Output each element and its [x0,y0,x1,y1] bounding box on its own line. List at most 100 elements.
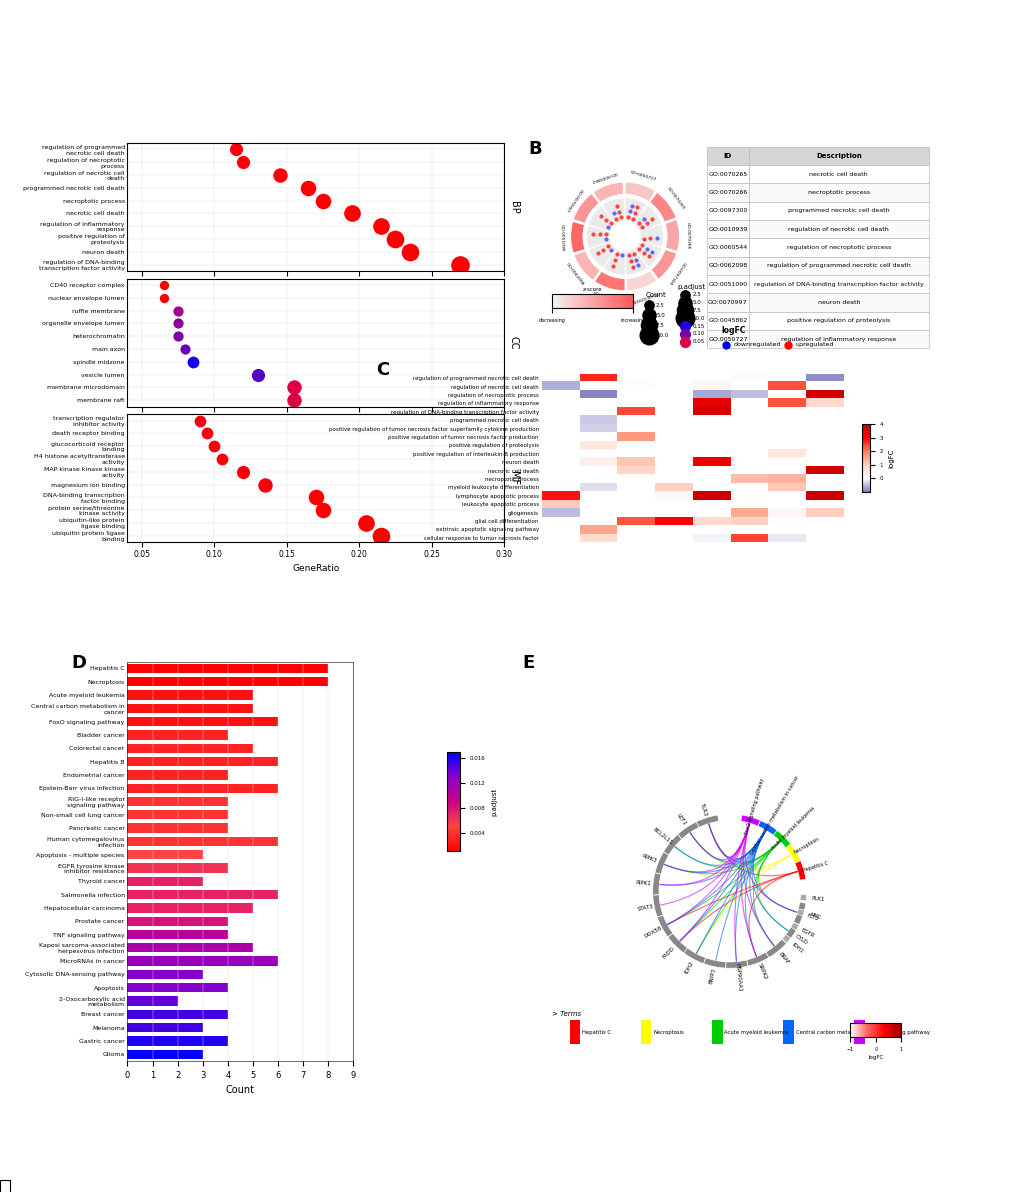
Bar [127,970,203,979]
Point [199,424,215,443]
Point [636,229,652,248]
Text: GO:0010939: GO:0010939 [632,290,658,303]
Text: BCL2L11: BCL2L11 [651,827,673,846]
Text: downregulated: downregulated [733,342,781,347]
Text: FLT3: FLT3 [805,913,818,921]
Text: FoxO signaling pathway: FoxO signaling pathway [866,1030,929,1035]
Point [170,327,186,346]
Point [597,225,613,244]
Text: RIPK3: RIPK3 [641,853,657,864]
Bar [127,1050,203,1058]
Text: Central carbon metabolism in cancer: Central carbon metabolism in cancer [749,774,800,855]
Point [213,449,229,468]
Text: SRPK2: SRPK2 [756,962,767,980]
Wedge shape [664,219,679,252]
Point [881,362,898,381]
Point [648,229,664,248]
Point [602,241,619,260]
Bar [854,1020,864,1044]
Wedge shape [772,831,790,848]
Bar [640,1020,651,1044]
Wedge shape [626,271,656,291]
Text: GO:0070997: GO:0070997 [564,188,582,212]
Point [625,210,641,229]
Text: IDH2: IDH2 [683,961,694,975]
Text: E: E [523,654,535,672]
Bar [127,983,227,993]
Wedge shape [588,242,615,267]
Text: FADD: FADD [661,945,675,960]
Bar [127,703,253,713]
Text: GO:0051090: GO:0051090 [559,224,564,252]
Text: BRAF: BRAF [777,951,790,966]
Point [606,250,623,269]
Point [625,257,641,277]
Wedge shape [790,923,798,931]
Text: D: D [71,654,86,672]
Bar [127,850,203,859]
Wedge shape [588,206,614,231]
Wedge shape [574,250,600,280]
Point [636,243,652,262]
Point [257,474,273,493]
Bar [127,837,278,846]
Text: Hepatitis C: Hepatitis C [582,1030,610,1035]
Bar [127,876,203,886]
Point [372,526,388,545]
Point [602,213,619,232]
Wedge shape [757,820,776,836]
Point [643,243,659,262]
Point [599,236,615,255]
Point [285,391,302,410]
Bar [127,783,278,793]
Bar [127,811,227,819]
Wedge shape [652,873,660,895]
Point [608,197,625,216]
Point [358,514,374,533]
Text: Acute myeloid leukemia: Acute myeloid leukemia [723,1030,788,1035]
Point [285,378,302,397]
Point [604,256,621,275]
Wedge shape [703,957,726,968]
Text: RIPK1: RIPK1 [635,880,651,886]
Point [607,210,624,229]
Point [591,225,607,244]
Bar [569,1020,580,1044]
Point [634,236,650,255]
Wedge shape [782,935,790,943]
Text: B: B [528,139,541,157]
Point [372,217,388,236]
Wedge shape [634,241,661,267]
Point [235,462,252,482]
Bar [127,718,278,726]
Point [628,198,644,217]
Point [401,242,418,261]
Text: DDX58: DDX58 [643,925,662,939]
Wedge shape [726,960,748,968]
Text: GO:0070265: GO:0070265 [664,186,685,211]
Bar [127,904,253,913]
Point [610,203,627,222]
Point [613,246,630,265]
Wedge shape [586,225,609,248]
Bar [711,1020,721,1044]
Wedge shape [654,852,668,874]
Wedge shape [696,815,718,827]
Point [177,340,194,359]
Legend: 2.5, 5.0, 7.5, 10.0, 0.15, 0.10, 0.05: 2.5, 5.0, 7.5, 10.0, 0.15, 0.10, 0.05 [675,281,707,347]
Bar [127,770,227,780]
Bar [127,1036,227,1045]
Wedge shape [765,939,786,957]
Wedge shape [625,249,647,274]
Text: IDH1: IDH1 [791,942,804,955]
Bar [127,744,253,753]
Bar [783,1020,793,1044]
Title: z-score: z-score [582,287,602,292]
Text: TLR3: TLR3 [699,801,707,815]
Wedge shape [650,249,677,279]
Point [631,240,647,259]
Text: GO:0097300: GO:0097300 [666,260,686,285]
Point [585,225,601,244]
Wedge shape [634,205,660,231]
Point [627,250,643,269]
